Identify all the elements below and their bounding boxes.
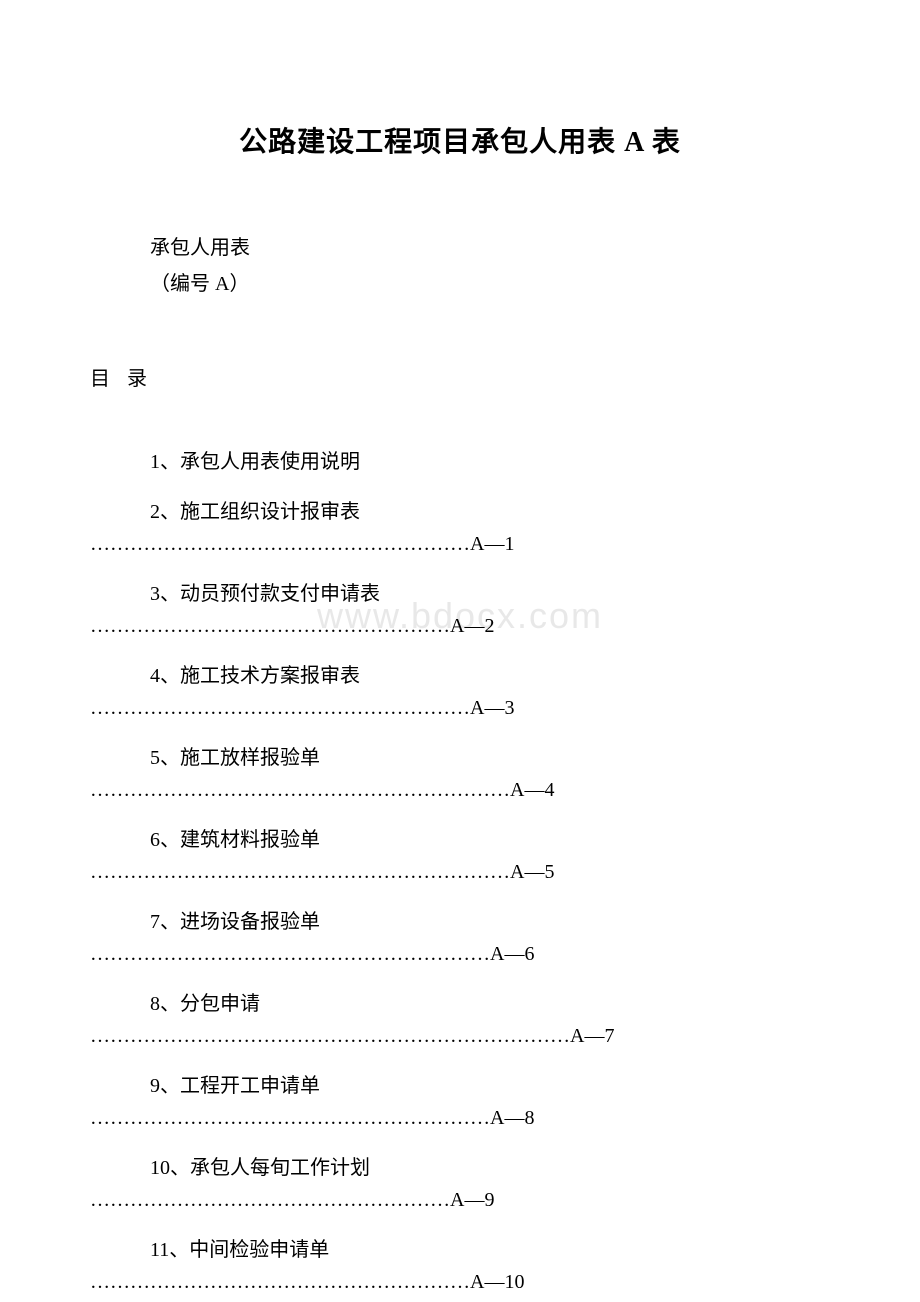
toc-item-title-row: 3、动员预付款支付申请表	[150, 578, 830, 610]
toc-item-ref-row: ………………………………………………………A—4	[90, 774, 830, 806]
toc-dots: …………………………………………………	[90, 1271, 470, 1293]
toc-item-ref: A—1	[470, 533, 514, 555]
toc-item-label: 动员预付款支付申请表	[180, 583, 380, 605]
toc-separator: 、	[170, 1157, 190, 1179]
toc-item: 6、建筑材料报验单 ………………………………………………………A—5	[150, 824, 830, 888]
toc-item-label: 分包申请	[180, 993, 260, 1015]
toc-item-ref: A—6	[490, 943, 534, 965]
toc-item-ref: A—10	[470, 1271, 524, 1293]
toc-item: 7、进场设备报验单 ……………………………………………………A—6	[150, 906, 830, 970]
toc-item-title-row: 6、建筑材料报验单	[150, 824, 830, 856]
document-content: 公路建设工程项目承包人用表 A 表 承包人用表 （编号 A） 目 录 1、承包人…	[90, 120, 830, 1298]
toc-list: 1、承包人用表使用说明 2、施工组织设计报审表 ……………………………………………	[150, 446, 830, 1298]
toc-item-title-row: 10、承包人每旬工作计划	[150, 1152, 830, 1184]
toc-item: 11、中间检验申请单 …………………………………………………A—10	[150, 1234, 830, 1298]
toc-separator: 、	[160, 747, 180, 769]
toc-item-label: 承包人用表使用说明	[180, 451, 360, 473]
toc-item-ref-row: ……………………………………………………A—6	[90, 938, 830, 970]
toc-separator: 、	[160, 911, 180, 933]
toc-item-num: 5	[150, 747, 160, 769]
toc-item-ref: A—7	[570, 1025, 614, 1047]
toc-item: 4、施工技术方案报审表 …………………………………………………A—3	[150, 660, 830, 724]
toc-item-ref: A—2	[450, 615, 494, 637]
toc-item-num: 9	[150, 1075, 160, 1097]
toc-dots: …………………………………………………	[90, 697, 470, 719]
toc-item-label: 建筑材料报验单	[180, 829, 320, 851]
toc-dots: ………………………………………………………	[90, 779, 510, 801]
toc-item-title-row: 11、中间检验申请单	[150, 1234, 830, 1266]
toc-item-num: 7	[150, 911, 160, 933]
toc-item-title-row: 2、施工组织设计报审表	[150, 496, 830, 528]
toc-separator: 、	[160, 993, 180, 1015]
toc-item-label: 中间检验申请单	[189, 1239, 329, 1261]
toc-item-ref-row: …………………………………………………A—1	[90, 528, 830, 560]
toc-item-ref: A—8	[490, 1107, 534, 1129]
toc-item-ref-row: ………………………………………………………A—5	[90, 856, 830, 888]
toc-item-ref: A—4	[510, 779, 554, 801]
toc-separator: 、	[160, 451, 180, 473]
toc-item-label: 施工组织设计报审表	[180, 501, 360, 523]
toc-item-num: 4	[150, 665, 160, 687]
toc-item: 9、工程开工申请单 ……………………………………………………A—8	[150, 1070, 830, 1134]
toc-item-ref-row: ……………………………………………………A—8	[90, 1102, 830, 1134]
toc-item-num: 8	[150, 993, 160, 1015]
toc-item-ref: A—9	[450, 1189, 494, 1211]
toc-item-title-row: 9、工程开工申请单	[150, 1070, 830, 1102]
toc-dots: ……………………………………………………	[90, 943, 490, 965]
subtitle-block: 承包人用表 （编号 A）	[150, 230, 830, 302]
toc-item-label: 施工放样报验单	[180, 747, 320, 769]
toc-item-title-row: 5、施工放样报验单	[150, 742, 830, 774]
toc-dots: ……………………………………………………	[90, 1107, 490, 1129]
toc-item-ref: A—5	[510, 861, 554, 883]
toc-dots: …………………………………………………	[90, 533, 470, 555]
toc-item: 3、动员预付款支付申请表 ………………………………………………A—2	[150, 578, 830, 642]
subtitle-line-2: （编号 A）	[150, 266, 830, 302]
toc-item-ref-row: …………………………………………………A—3	[90, 692, 830, 724]
toc-separator: 、	[169, 1239, 189, 1261]
toc-item: 10、承包人每旬工作计划 ………………………………………………A—9	[150, 1152, 830, 1216]
toc-separator: 、	[160, 1075, 180, 1097]
subtitle-line-1: 承包人用表	[150, 230, 830, 266]
toc-item-title-row: 7、进场设备报验单	[150, 906, 830, 938]
toc-item-label: 施工技术方案报审表	[180, 665, 360, 687]
toc-item: 1、承包人用表使用说明	[150, 446, 830, 478]
toc-item-num: 6	[150, 829, 160, 851]
toc-separator: 、	[160, 829, 180, 851]
toc-item-ref-row: ………………………………………………A—2	[90, 610, 830, 642]
toc-item-num: 11	[150, 1239, 169, 1261]
toc-separator: 、	[160, 665, 180, 687]
toc-item-num: 3	[150, 583, 160, 605]
toc-item-label: 工程开工申请单	[180, 1075, 320, 1097]
toc-item-ref-row: ………………………………………………………………A—7	[90, 1020, 830, 1052]
toc-item: 8、分包申请 ………………………………………………………………A—7	[150, 988, 830, 1052]
toc-item-label: 进场设备报验单	[180, 911, 320, 933]
toc-item-ref: A—3	[470, 697, 514, 719]
toc-item-num: 1	[150, 451, 160, 473]
toc-dots: ………………………………………………	[90, 1189, 450, 1211]
toc-item-num: 2	[150, 501, 160, 523]
toc-item-num: 10	[150, 1157, 170, 1179]
toc-item-ref-row: ………………………………………………A—9	[90, 1184, 830, 1216]
toc-item-title-row: 8、分包申请	[150, 988, 830, 1020]
document-title: 公路建设工程项目承包人用表 A 表	[90, 120, 830, 160]
toc-dots: ………………………………………………………	[90, 861, 510, 883]
toc-heading: 目 录	[90, 362, 830, 391]
toc-item: 2、施工组织设计报审表 …………………………………………………A—1	[150, 496, 830, 560]
toc-separator: 、	[160, 583, 180, 605]
toc-item: 5、施工放样报验单 ………………………………………………………A—4	[150, 742, 830, 806]
toc-item-label: 承包人每旬工作计划	[190, 1157, 370, 1179]
toc-separator: 、	[160, 501, 180, 523]
toc-item-ref-row: …………………………………………………A—10	[90, 1266, 830, 1298]
toc-item-title-row: 4、施工技术方案报审表	[150, 660, 830, 692]
toc-dots: ………………………………………………	[90, 615, 450, 637]
toc-dots: ………………………………………………………………	[90, 1025, 570, 1047]
